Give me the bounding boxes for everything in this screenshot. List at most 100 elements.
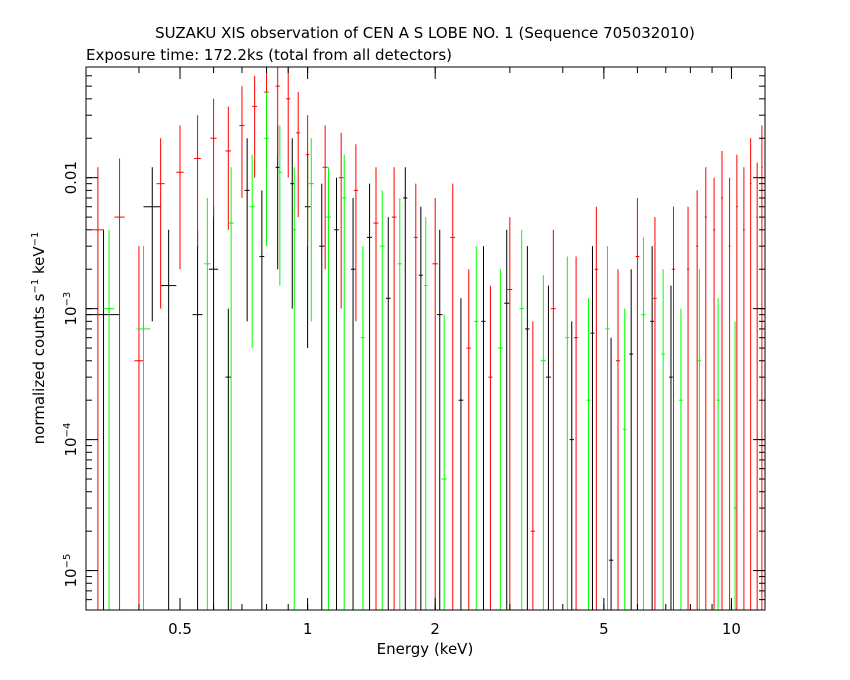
data-point (239, 86, 245, 198)
x-tick-label: 10 (722, 620, 741, 638)
data-point (497, 269, 503, 610)
data-point (519, 229, 524, 610)
data-point (225, 106, 232, 230)
y-tick-label-base: 10 (62, 306, 80, 325)
data-point (565, 256, 570, 610)
data-point (488, 285, 493, 610)
data-point (228, 167, 234, 610)
data-point (259, 190, 265, 610)
data-point (573, 256, 579, 610)
plot-area (86, 67, 763, 610)
data-point (466, 269, 472, 610)
data-point (322, 125, 328, 270)
data-layer (86, 67, 763, 610)
data-point (441, 314, 447, 610)
data-point (615, 269, 621, 610)
data-point (749, 138, 752, 610)
data-point (622, 308, 627, 610)
data-point (661, 269, 665, 610)
data-point (360, 246, 365, 610)
data-point (296, 92, 301, 218)
data-point (413, 183, 418, 610)
data-point (338, 132, 344, 309)
data-point (249, 154, 255, 349)
data-point (678, 308, 683, 610)
y-tick-label-exp: −3 (62, 292, 73, 307)
data-point (210, 98, 217, 218)
x-tick-label: 2 (430, 620, 440, 638)
data-point (373, 167, 379, 610)
y-axis-label-sup2: −1 (30, 232, 41, 247)
x-tick-label: 0.5 (168, 620, 192, 638)
data-point (366, 183, 373, 610)
y-tick-label: 10−3 (62, 292, 80, 326)
data-point (650, 246, 655, 610)
data-point (275, 67, 280, 155)
chart-subtitle: Exposure time: 172.2ks (total from all d… (86, 46, 452, 64)
data-point (669, 285, 673, 610)
data-point (586, 298, 591, 610)
data-point (225, 308, 232, 610)
y-tick-label-exp: −4 (62, 423, 73, 438)
data-series (103, 92, 737, 610)
data-point (733, 321, 737, 610)
data-point (530, 321, 536, 610)
data-point (716, 298, 720, 610)
data-point (319, 183, 325, 610)
data-point (458, 298, 464, 610)
data-point (605, 246, 610, 610)
data-point (136, 246, 151, 610)
data-point (756, 162, 758, 610)
y-tick-label: 10−5 (62, 554, 80, 588)
data-point (176, 125, 184, 270)
data-point (286, 67, 291, 178)
data-point (403, 167, 408, 610)
y-axis-label-sup1: −1 (30, 279, 41, 294)
y-axis-label-main: normalized counts s (30, 293, 48, 444)
data-point (671, 206, 676, 610)
data-point (350, 197, 356, 610)
data-point (92, 167, 104, 610)
data-point (160, 229, 177, 610)
data-point (525, 246, 530, 610)
data-point (134, 246, 144, 610)
data-point (686, 206, 690, 610)
data-point (156, 138, 165, 309)
y-tick-label-base: 10 (62, 568, 80, 587)
data-point (385, 217, 391, 610)
data-point (437, 229, 443, 610)
data-point (450, 183, 456, 610)
data-point (204, 197, 211, 610)
data-point (481, 246, 486, 610)
y-axis-label-mid: keV (30, 246, 48, 279)
data-point (629, 269, 634, 610)
data-point (423, 217, 428, 610)
data-point (264, 92, 269, 247)
data-point (252, 75, 258, 178)
data-point (391, 167, 397, 610)
data-point (545, 285, 551, 610)
data-point (290, 138, 295, 309)
data-point (728, 177, 731, 610)
data-point (308, 138, 314, 322)
data-point (418, 206, 423, 610)
data-point (608, 337, 614, 610)
data-series (92, 67, 763, 610)
data-point (379, 190, 385, 610)
chart-title: SUZAKU XIS observation of CEN A S LOBE N… (155, 24, 695, 42)
data-point (507, 217, 513, 610)
data-point (143, 167, 161, 322)
data-point (194, 115, 201, 247)
data-point (696, 190, 699, 610)
data-point (713, 177, 716, 610)
data-point (641, 237, 646, 610)
data-point (569, 321, 574, 610)
data-point (704, 167, 707, 610)
data-series (86, 125, 673, 610)
y-tick-label-exp: −5 (62, 554, 73, 569)
data-point (208, 206, 219, 610)
data-point (292, 167, 297, 610)
